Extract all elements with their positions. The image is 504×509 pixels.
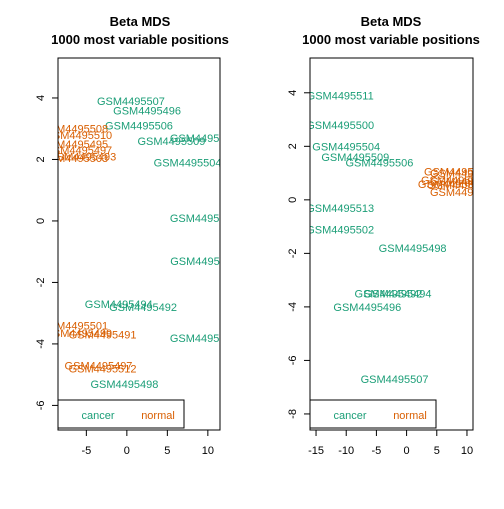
data-point-GSM4495509: GSM4495509 [321, 152, 389, 164]
y-axis: -6 -4 -2 0 2 4 [35, 95, 59, 411]
data-point-GSM4495513: GSM4495513 [306, 203, 374, 215]
x-tick-label-10: 10 [461, 445, 473, 457]
y-tick-label-0: 0 [35, 218, 47, 224]
data-point-GSM4495492: GSM4495492 [109, 302, 177, 314]
y-tick-label--2: -2 [35, 278, 47, 288]
data-point-GSM4495501: GSM4495501 [40, 320, 108, 332]
x-tick-label-5: 5 [164, 445, 170, 457]
y-axis: -8 -6 -4 -2 0 2 4 [287, 90, 311, 419]
data-point-GSM4495505: GSM4495505 [170, 133, 238, 145]
data-point-GSM4495508: GSM4495508 [421, 175, 489, 187]
data-point-GSM4495502: GSM4495502 [170, 333, 238, 345]
x-axis: -15 -10 -5 0 5 10 [308, 429, 473, 457]
legend: cancer normal [57, 399, 185, 429]
data-point-GSM4495497: GSM4495497 [430, 187, 498, 199]
chart-title-line-1: Beta MDS [361, 14, 422, 29]
data-point-GSM4495503: GSM4495503 [418, 179, 486, 191]
data-point-GSM4495491: GSM4495491 [69, 330, 137, 342]
chart-title-line-2: 1000 most variable positions [51, 32, 229, 47]
chart-title-line-1: Beta MDS [110, 14, 171, 29]
data-point-GSM4495500: GSM4495500 [306, 120, 374, 132]
y-tick-label-2: 2 [35, 156, 47, 162]
y-tick-label--4: -4 [35, 339, 47, 349]
data-point-GSM4495507: GSM4495507 [97, 96, 165, 108]
y-tick-label--4: -4 [287, 302, 299, 312]
data-point-GSM4495502: GSM4495502 [306, 224, 374, 236]
data-point-GSM4495511: GSM4495511 [170, 256, 237, 268]
data-point-GSM4495495: GSM4495495 [430, 168, 498, 180]
x-axis: -5 0 5 10 [81, 429, 214, 457]
x-tick-label-0: 0 [404, 445, 410, 457]
data-point-GSM4495512: GSM4495512 [69, 364, 137, 376]
y-tick-label-2: 2 [287, 143, 299, 149]
legend-box [309, 399, 437, 429]
legend: cancer normal [309, 399, 437, 429]
data-point-GSM4495503: GSM4495503 [40, 153, 108, 165]
data-point-GSM4495509: GSM4495509 [137, 136, 205, 148]
data-point-GSM4495500: GSM4495500 [170, 213, 238, 225]
data-point-GSM4495493: GSM4495493 [48, 151, 116, 163]
y-tick-label--8: -8 [287, 409, 299, 419]
data-point-GSM4495504: GSM4495504 [154, 158, 222, 170]
data-point-GSM4495492: GSM4495492 [355, 289, 423, 301]
chart-panel-1: Beta MDS 1000 most variable positions GSM4… [35, 14, 238, 457]
y-tick-label--6: -6 [35, 401, 47, 411]
data-point-GSM4495506: GSM4495506 [345, 157, 413, 169]
x-tick-label--15: -15 [308, 445, 324, 457]
data-point-GSM4495496: GSM4495496 [333, 302, 401, 314]
data-point-GSM4495497: GSM4495497 [65, 360, 133, 372]
data-point-GSM4495507: GSM4495507 [361, 374, 429, 386]
data-point-GSM4495498: GSM4495498 [379, 243, 447, 255]
data-point-GSM4495494: GSM4495494 [85, 299, 153, 311]
data-point-GSM4495495: GSM4495495 [40, 139, 108, 151]
data-point-GSM4495511: GSM4495511 [307, 90, 374, 102]
data-point-GSM4495498: GSM4495498 [90, 379, 158, 391]
legend-entry-cancer: cancer [333, 410, 366, 422]
data-point-GSM4495506: GSM4495506 [105, 121, 173, 133]
data-point-GSM4495493: GSM4495493 [427, 180, 495, 192]
x-tick-label-0: 0 [124, 445, 130, 457]
y-tick-label-0: 0 [287, 197, 299, 203]
data-point-GSM4495512: GSM4495512 [424, 167, 492, 179]
data-point-GSM4495508: GSM4495508 [40, 124, 108, 136]
y-tick-label-4: 4 [287, 90, 299, 96]
y-tick-label-4: 4 [35, 95, 47, 101]
data-point-GSM4495504: GSM4495504 [312, 141, 380, 153]
data-point-GSM4495494: GSM4495494 [364, 289, 432, 301]
chart-panel-2: Beta MDS 1000 most variable positions GSM4… [287, 14, 498, 457]
data-point-GSM4495510: GSM4495510 [430, 176, 498, 188]
chart-title-line-2: 1000 most variable positions [302, 32, 480, 47]
legend-entry-cancer: cancer [81, 410, 114, 422]
data-point-GSM4495510: GSM4495510 [44, 130, 112, 142]
y-tick-label--6: -6 [287, 356, 299, 366]
y-tick-label--2: -2 [287, 248, 299, 258]
x-tick-label--10: -10 [338, 445, 354, 457]
x-tick-label--5: -5 [372, 445, 382, 457]
legend-entry-normal: normal [141, 410, 175, 422]
data-point-GSM4495499: GSM4495499 [44, 328, 112, 340]
x-tick-label-5: 5 [434, 445, 440, 457]
data-point-GSM4495497: GSM4495497 [44, 145, 112, 157]
data-point-GSM4495496: GSM4495496 [113, 105, 181, 117]
legend-entry-normal: normal [393, 410, 427, 422]
x-tick-label--5: -5 [81, 445, 91, 457]
legend-box [57, 399, 185, 429]
data-points: GSM4495511 GSM4495500 GSM4495504GSM4495509… [306, 90, 498, 386]
x-tick-label-10: 10 [202, 445, 214, 457]
